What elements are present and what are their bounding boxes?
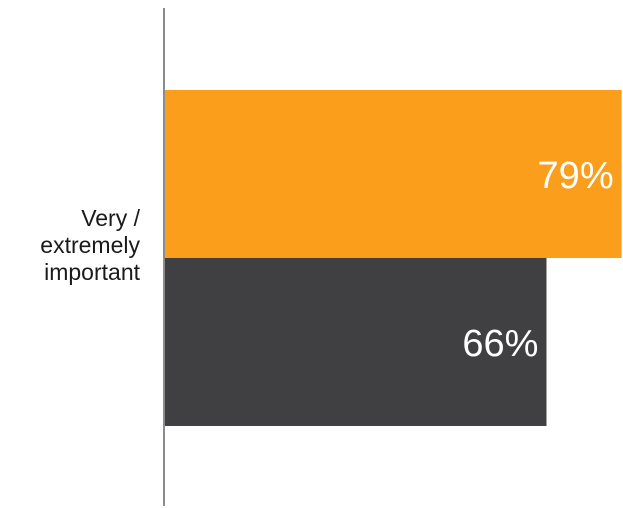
bar-series-1: [165, 90, 622, 258]
category-label: Very / extremely important: [40, 205, 140, 285]
data-label-series-2: 66%: [462, 323, 538, 365]
data-labels-group: 79% 66%: [462, 155, 613, 365]
bars-group: [165, 90, 622, 426]
bar-series-2: [165, 258, 547, 426]
data-label-series-1: 79%: [538, 155, 614, 197]
